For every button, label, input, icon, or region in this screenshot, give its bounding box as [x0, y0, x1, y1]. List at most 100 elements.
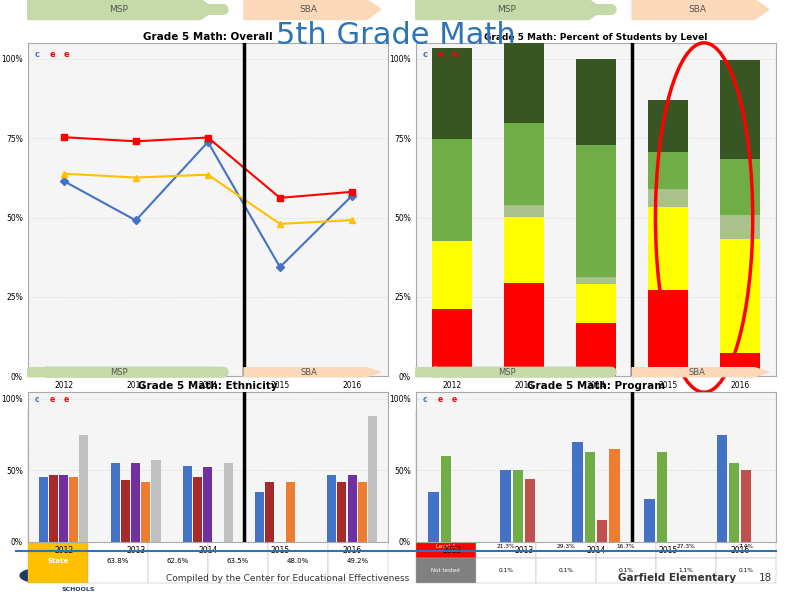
Bar	[504, 31, 544, 123]
Bar	[504, 205, 544, 217]
Text: c: c	[423, 395, 428, 404]
FancyArrow shape	[632, 0, 769, 20]
Text: e: e	[452, 395, 457, 404]
Text: SCHOOLS: SCHOOLS	[62, 587, 95, 592]
Bar	[440, 456, 451, 542]
Bar	[348, 474, 356, 542]
Bar	[428, 491, 439, 542]
Bar	[111, 463, 120, 542]
Bar	[720, 215, 760, 239]
Bar	[576, 283, 616, 323]
Text: SBA: SBA	[300, 5, 318, 14]
Bar	[327, 474, 337, 542]
Bar	[720, 159, 760, 215]
Text: c: c	[35, 50, 40, 59]
Text: Garfield Elementary: Garfield Elementary	[618, 573, 736, 583]
Bar	[367, 416, 377, 542]
Title: Grade 5 Math: Overall: Grade 5 Math: Overall	[143, 32, 272, 42]
Bar	[525, 479, 535, 542]
Bar	[223, 463, 233, 542]
Text: 5th Grade Math: 5th Grade Math	[276, 21, 516, 50]
Text: c: c	[35, 395, 40, 404]
Bar	[648, 207, 688, 289]
Bar	[204, 468, 212, 542]
Bar	[39, 477, 48, 542]
Bar	[504, 123, 544, 205]
Bar	[648, 152, 688, 189]
Bar	[741, 470, 752, 542]
Text: MSP: MSP	[109, 5, 128, 14]
Text: 18: 18	[759, 573, 772, 583]
Bar	[504, 217, 544, 283]
Bar	[255, 491, 265, 542]
Text: e: e	[63, 395, 69, 404]
Text: PUBLIC: PUBLIC	[62, 573, 87, 578]
Bar	[720, 353, 760, 376]
Text: e: e	[49, 50, 55, 59]
Text: e: e	[63, 50, 70, 59]
FancyArrow shape	[28, 0, 215, 20]
Bar	[576, 277, 616, 283]
Bar	[79, 435, 89, 542]
Text: e: e	[437, 395, 443, 404]
Bar	[573, 442, 583, 542]
Text: MSP: MSP	[110, 368, 128, 377]
Bar	[265, 482, 274, 542]
Circle shape	[20, 569, 55, 582]
Bar	[358, 482, 367, 542]
Bar	[432, 48, 472, 140]
Bar	[70, 477, 78, 542]
Text: SBA: SBA	[300, 368, 318, 377]
Bar	[131, 463, 140, 542]
Text: MSP: MSP	[498, 368, 516, 377]
Bar	[576, 323, 616, 376]
Text: EVERETT: EVERETT	[62, 559, 93, 564]
Text: c: c	[423, 50, 428, 59]
Bar	[645, 499, 655, 542]
Bar	[286, 482, 295, 542]
Bar	[648, 189, 688, 207]
Bar	[584, 452, 595, 542]
Bar	[729, 463, 739, 542]
Text: MSP: MSP	[497, 5, 516, 14]
Text: SBA: SBA	[688, 368, 706, 377]
FancyArrow shape	[416, 0, 604, 20]
Bar	[432, 241, 472, 308]
Bar	[512, 470, 523, 542]
Title: Grade 5 Math: Program: Grade 5 Math: Program	[527, 381, 665, 391]
Bar	[59, 474, 68, 542]
Bar	[193, 477, 202, 542]
Bar	[151, 460, 161, 542]
Bar	[504, 283, 544, 376]
Bar	[142, 482, 150, 542]
Bar	[717, 435, 727, 542]
Bar	[648, 100, 688, 152]
Bar	[648, 289, 688, 376]
FancyArrow shape	[632, 368, 769, 377]
Bar	[432, 308, 472, 376]
Bar	[720, 60, 760, 159]
Bar	[576, 146, 616, 277]
Bar	[576, 59, 616, 146]
Bar	[183, 466, 192, 542]
Bar	[432, 140, 472, 241]
FancyArrow shape	[28, 368, 215, 377]
Title: Grade 5 Math: Ethnicity: Grade 5 Math: Ethnicity	[138, 381, 278, 391]
FancyArrow shape	[416, 368, 604, 377]
Text: e: e	[452, 50, 458, 59]
FancyArrow shape	[244, 368, 381, 377]
Bar	[597, 520, 607, 542]
Bar	[609, 449, 619, 542]
Text: SBA: SBA	[688, 5, 706, 14]
Bar	[501, 470, 511, 542]
Bar	[657, 452, 667, 542]
Text: e: e	[437, 50, 444, 59]
FancyArrow shape	[244, 0, 381, 20]
Text: Compiled by the Center for Educational Effectiveness: Compiled by the Center for Educational E…	[166, 574, 409, 583]
Bar	[121, 480, 130, 542]
Text: e: e	[49, 395, 55, 404]
Bar	[337, 482, 346, 542]
Bar	[720, 239, 760, 353]
Title: Grade 5 Math: Percent of Students by Level: Grade 5 Math: Percent of Students by Lev…	[484, 33, 708, 42]
Bar	[49, 474, 58, 542]
